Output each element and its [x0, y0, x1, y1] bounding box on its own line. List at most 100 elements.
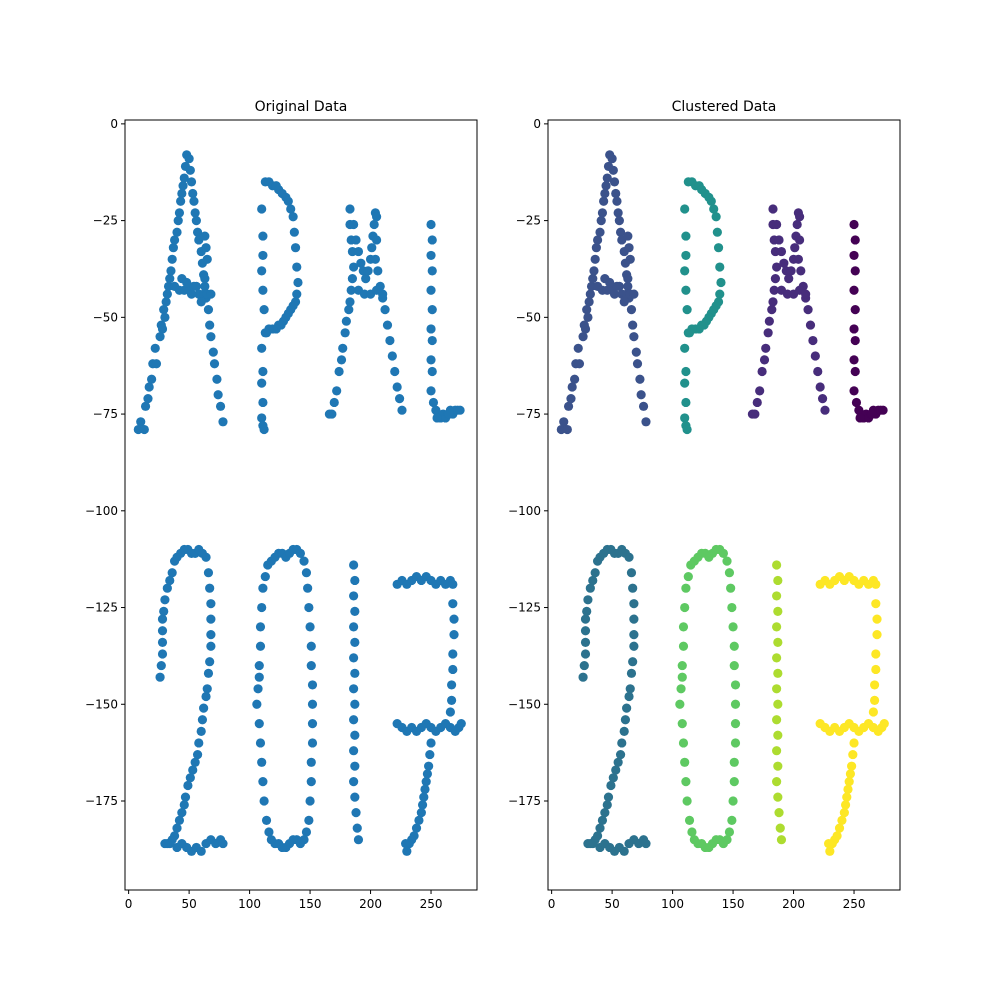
scatter-point-digit_0-33	[727, 815, 737, 825]
scatter-point-digit_0-51	[677, 719, 687, 729]
scatter-point-digit_2-31	[199, 703, 209, 713]
scatter-point-letter_P-24	[290, 243, 301, 253]
scatter-point-digit_1-0	[772, 560, 782, 570]
scatter-point-letter_L-2	[849, 250, 859, 261]
scatter-point-digit_2-33	[196, 726, 206, 736]
scatter-point-letter_P-8	[681, 397, 691, 408]
scatter-point-digit_2-32	[620, 715, 631, 725]
scatter-point-digit_7-18	[447, 680, 457, 690]
scatter-point-letter_A-32	[607, 154, 617, 164]
scatter-point-letter_R-9	[344, 305, 354, 315]
scatter-point-digit_7-16	[448, 649, 458, 659]
scatter-point-letter_R-6	[338, 343, 348, 353]
scatter-point-letter_A-47	[205, 320, 215, 330]
scatter-point-letter_R-8	[764, 316, 774, 326]
scatter-point-digit_2-26	[206, 641, 216, 651]
scatter-point-digit_1-3	[773, 606, 783, 617]
scatter-point-letter_R-30	[372, 212, 382, 222]
scatter-point-digit_1-5	[773, 637, 783, 647]
scatter-point-letter_A-68	[619, 297, 629, 307]
scatter-point-letter_R-4	[757, 366, 767, 377]
scatter-point-digit_0-30	[306, 757, 316, 767]
y-tick-label: −25	[93, 214, 118, 228]
scatter-point-letter_A-9	[574, 359, 585, 369]
scatter-point-letter_R-41	[392, 382, 402, 392]
scatter-point-digit_2-4	[157, 626, 168, 636]
scatter-point-letter_A-44	[200, 281, 210, 291]
scatter-point-digit_7-45	[414, 815, 424, 825]
y-tick-label: −25	[516, 214, 541, 228]
scatter-point-digit_7-15	[449, 630, 459, 640]
scatter-point-letter_A-24	[596, 216, 606, 226]
scatter-point-digit_0-3	[677, 660, 687, 671]
scatter-point-digit_7-36	[849, 738, 859, 748]
scatter-point-digit_0-2	[677, 672, 687, 682]
scatter-point-letter_R-37	[805, 320, 816, 330]
scatter-point-digit_2-3	[157, 637, 168, 647]
scatter-point-digit_2-34	[194, 738, 204, 748]
scatter-point-digit_2-37	[611, 765, 621, 775]
scatter-point-digit_2-8	[162, 583, 172, 593]
scatter-point-digit_2-28	[203, 668, 214, 678]
scatter-point-letter_A-13	[583, 312, 593, 322]
scatter-point-letter_R-11	[769, 285, 779, 295]
scatter-point-letter_R-20	[353, 246, 364, 257]
scatter-point-letter_A-36	[189, 196, 199, 206]
scatter-point-digit_2-24	[629, 614, 639, 624]
scatter-point-letter_A-28	[601, 181, 611, 191]
scatter-point-digit_1-4	[772, 622, 782, 632]
scatter-point-digit_2-9	[588, 575, 598, 586]
scatter-point-letter_R-19	[351, 235, 361, 245]
scatter-point-letter_L-23	[432, 413, 442, 423]
scatter-point-digit_2-49	[160, 838, 170, 849]
scatter-point-digit_0-49	[257, 757, 267, 767]
scatter-point-letter_L-5	[427, 305, 437, 315]
scatter-point-letter_P-0	[257, 204, 267, 214]
scatter-point-letter_R-37	[382, 320, 393, 330]
x-tick-label: 250	[843, 897, 866, 911]
scatter-point-letter_P-3	[257, 266, 267, 276]
scatter-point-letter_P-21	[709, 204, 719, 214]
scatter-point-digit_7-36	[426, 738, 436, 748]
scatter-point-letter_A-63	[206, 289, 216, 299]
scatter-point-letter_R-41	[815, 382, 825, 392]
scatter-point-letter_R-10	[768, 297, 778, 307]
scatter-point-letter_A-10	[578, 332, 588, 342]
scatter-point-letter_P-23	[289, 227, 299, 237]
scatter-point-digit_0-6	[257, 602, 267, 613]
scatter-point-letter_A-70	[624, 243, 634, 253]
scatter-point-digit_2-34	[617, 738, 627, 748]
scatter-point-letter_A-8	[150, 343, 160, 353]
scatter-point-digit_0-4	[255, 641, 266, 651]
scatter-point-letter_A-16	[585, 289, 595, 299]
scatter-point-digit_2-21	[626, 568, 637, 578]
scatter-point-digit_7-35	[879, 719, 889, 729]
scatter-point-digit_0-31	[729, 777, 739, 787]
scatter-point-letter_A-38	[191, 216, 201, 226]
scatter-point-digit_0-28	[307, 719, 318, 729]
scatter-point-letter_P-25	[715, 262, 725, 272]
scatter-point-letter_P-24	[713, 243, 724, 253]
scatter-point-digit_2-40	[180, 792, 191, 802]
scatter-point-digit_0-32	[305, 796, 315, 806]
scatter-point-digit_0-48	[258, 777, 268, 787]
scatter-point-digit_1-13	[350, 761, 360, 771]
scatter-point-digit_2-31	[622, 703, 632, 713]
scatter-point-letter_R-21	[779, 258, 789, 268]
scatter-point-letter_P-20	[283, 196, 293, 206]
scatter-point-letter_R-39	[387, 351, 397, 361]
scatter-point-letter_A-48	[206, 332, 216, 342]
scatter-point-letter_A-20	[167, 254, 177, 264]
scatter-point-digit_2-27	[628, 657, 638, 667]
scatter-point-letter_A-44	[623, 281, 633, 291]
scatter-point-digit_2-25	[629, 630, 639, 640]
scatter-point-digit_2-35	[192, 749, 203, 760]
scatter-point-digit_2-44	[172, 823, 182, 833]
scatter-point-letter_P-7	[680, 378, 690, 388]
scatter-point-letter_A-26	[599, 196, 609, 206]
y-tick-label: −125	[508, 601, 541, 615]
scatter-point-letter_A-14	[159, 305, 169, 315]
scatter-point-letter_R-18	[349, 219, 359, 230]
scatter-point-letter_A-52	[213, 390, 223, 400]
scatter-point-letter_R-5	[336, 355, 347, 365]
